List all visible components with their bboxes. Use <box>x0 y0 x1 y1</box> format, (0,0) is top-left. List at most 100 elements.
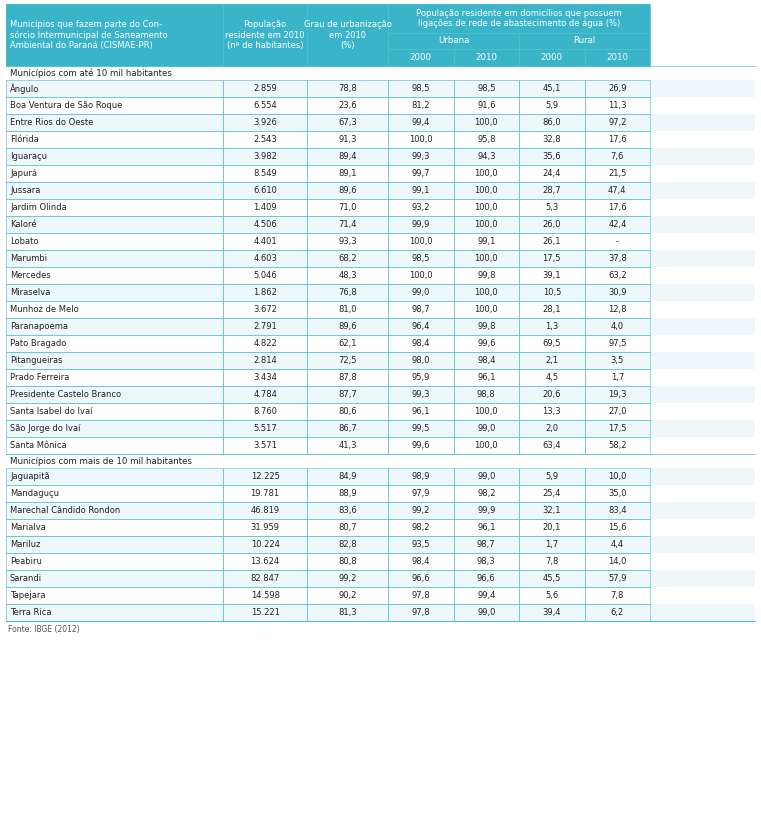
Text: 4.401: 4.401 <box>253 237 277 246</box>
Text: 96,1: 96,1 <box>412 407 430 416</box>
Text: 4.822: 4.822 <box>253 339 277 348</box>
Text: 83,4: 83,4 <box>608 506 627 515</box>
Text: 4,4: 4,4 <box>611 540 624 549</box>
Bar <box>307 131 388 148</box>
Text: Japurá: Japurá <box>10 169 37 178</box>
Bar <box>6 553 223 570</box>
Text: Flórida: Flórida <box>10 135 39 144</box>
Bar <box>519 284 584 301</box>
Text: 98,5: 98,5 <box>477 84 495 93</box>
Text: 100,0: 100,0 <box>409 237 432 246</box>
Text: 96,4: 96,4 <box>412 322 430 331</box>
Text: 48,3: 48,3 <box>338 271 357 280</box>
Bar <box>584 50 650 66</box>
Bar <box>6 485 755 502</box>
Bar <box>584 570 650 587</box>
Bar <box>519 233 584 250</box>
Bar <box>584 199 650 216</box>
Text: Pitangueiras: Pitangueiras <box>10 356 62 365</box>
Bar <box>6 199 223 216</box>
Bar <box>454 403 519 420</box>
Text: 14,0: 14,0 <box>608 557 626 566</box>
Bar <box>584 97 650 114</box>
Text: 5.046: 5.046 <box>253 271 277 280</box>
Text: 8.760: 8.760 <box>253 407 277 416</box>
Text: Mariluz: Mariluz <box>10 540 40 549</box>
Text: 26,0: 26,0 <box>543 220 561 229</box>
Bar <box>307 519 388 536</box>
Bar <box>454 250 519 267</box>
Text: Municípios que fazem parte do Con-
sórcio Intermunicipal de Saneamento
Ambiental: Municípios que fazem parte do Con- sórci… <box>10 20 167 50</box>
Text: Urbana: Urbana <box>438 36 470 45</box>
Bar <box>388 165 454 182</box>
Text: 4.603: 4.603 <box>253 254 277 263</box>
Text: 32,1: 32,1 <box>543 506 561 515</box>
Bar <box>454 468 519 485</box>
Bar <box>454 553 519 570</box>
Text: Kaloré: Kaloré <box>10 220 37 229</box>
Bar <box>454 148 519 165</box>
Text: 95,8: 95,8 <box>477 135 495 144</box>
Text: 41,3: 41,3 <box>339 441 357 450</box>
Bar <box>6 519 223 536</box>
Bar <box>454 502 519 519</box>
Bar <box>388 386 454 403</box>
Bar <box>6 420 223 437</box>
Text: 98,2: 98,2 <box>477 489 495 498</box>
Bar <box>388 32 519 50</box>
Text: 98,5: 98,5 <box>412 84 430 93</box>
Bar <box>6 604 223 621</box>
Bar <box>6 182 223 199</box>
Bar <box>6 182 755 199</box>
Bar <box>388 553 454 570</box>
Bar <box>223 148 307 165</box>
Text: 100,0: 100,0 <box>475 220 498 229</box>
Text: 23,6: 23,6 <box>338 101 357 110</box>
Text: 45,1: 45,1 <box>543 84 561 93</box>
Text: 98,8: 98,8 <box>477 390 495 399</box>
Text: 3.571: 3.571 <box>253 441 277 450</box>
Bar <box>6 386 223 403</box>
Bar <box>454 267 519 284</box>
Bar <box>307 369 388 386</box>
Bar <box>584 536 650 553</box>
Bar <box>388 502 454 519</box>
Text: Peabiru: Peabiru <box>10 557 42 566</box>
Bar <box>388 233 454 250</box>
Text: Marechal Cândido Rondon: Marechal Cândido Rondon <box>10 506 120 515</box>
Text: 97,8: 97,8 <box>412 591 430 600</box>
Bar <box>454 50 519 66</box>
Bar <box>307 233 388 250</box>
Text: 97,2: 97,2 <box>608 118 626 127</box>
Bar <box>388 519 454 536</box>
Text: 26,1: 26,1 <box>543 237 561 246</box>
Text: 3.982: 3.982 <box>253 152 277 161</box>
Bar <box>223 284 307 301</box>
Bar <box>223 250 307 267</box>
Text: 100,0: 100,0 <box>475 441 498 450</box>
Text: 5,9: 5,9 <box>546 472 559 481</box>
Text: 93,3: 93,3 <box>338 237 357 246</box>
Text: 81,3: 81,3 <box>338 608 357 617</box>
Text: Marumbi: Marumbi <box>10 254 47 263</box>
Bar <box>223 131 307 148</box>
Text: 58,2: 58,2 <box>608 441 626 450</box>
Bar <box>307 182 388 199</box>
Bar <box>388 437 454 454</box>
Bar <box>584 587 650 604</box>
Text: 98,4: 98,4 <box>412 557 430 566</box>
Bar <box>584 182 650 199</box>
Bar <box>454 131 519 148</box>
Bar <box>584 369 650 386</box>
Bar <box>388 536 454 553</box>
Bar <box>6 165 755 182</box>
Bar <box>519 50 584 66</box>
Bar <box>307 80 388 97</box>
Bar <box>519 114 584 131</box>
Bar <box>6 148 755 165</box>
Bar <box>6 604 755 621</box>
Bar <box>6 250 755 267</box>
Text: 12,8: 12,8 <box>608 305 626 314</box>
Bar <box>223 485 307 502</box>
Text: 63,4: 63,4 <box>543 441 561 450</box>
